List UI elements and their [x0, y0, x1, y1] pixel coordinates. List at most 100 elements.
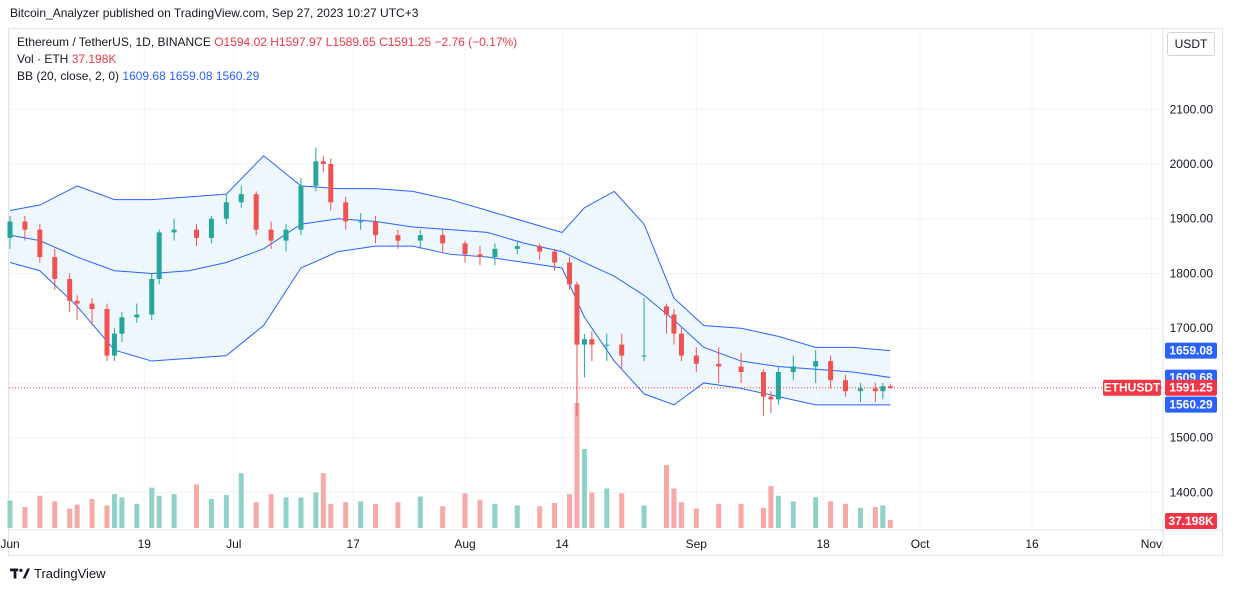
high-value: H1597.97 [270, 35, 323, 49]
candle [149, 273, 155, 320]
candle-body [477, 254, 483, 258]
candle [156, 229, 162, 285]
candle [537, 243, 543, 260]
candle [320, 155, 326, 173]
candle-body [7, 221, 13, 238]
footer: TradingView [10, 566, 106, 581]
candle-body [22, 221, 28, 230]
tag-last-price: 1591.25 [1169, 381, 1213, 395]
volume-bar [589, 492, 595, 528]
candle-body [52, 257, 58, 279]
candle-body [843, 380, 849, 392]
candle [111, 328, 117, 362]
candle [298, 177, 304, 236]
candle [619, 333, 625, 370]
volume-bar [52, 501, 58, 528]
candle [604, 333, 610, 362]
candle-body [395, 235, 401, 241]
tag-volume-bg [1165, 513, 1217, 529]
candle-body [440, 235, 446, 244]
volume-bar [567, 494, 572, 528]
candle [74, 295, 80, 320]
candle-body [74, 300, 80, 304]
x-tick-label: Jun [0, 537, 19, 551]
volume-bar [678, 502, 684, 528]
x-tick-label: Sep [686, 537, 708, 551]
candle [7, 216, 13, 249]
volume-bar [843, 503, 849, 528]
candle-body [134, 314, 140, 318]
candle-body [880, 386, 886, 392]
price-axis-tags: 1659.081609.681591.251560.29ETHUSDT37.19… [1103, 342, 1217, 529]
tag-bb-upper-bg [1165, 342, 1217, 359]
candle-body [238, 194, 244, 203]
candle-body [857, 388, 863, 392]
volume-bar [693, 508, 699, 528]
volume-bar [268, 494, 274, 528]
time-axis: Jun 19 Jul 17 Aug 14 Sep 18 Oct 16 Nov [0, 529, 1223, 551]
candle [552, 248, 558, 271]
candle-body [417, 235, 423, 241]
candle-body [574, 284, 580, 345]
candle-body [589, 339, 595, 345]
volume-bar [581, 448, 587, 528]
volume-bar [552, 503, 558, 528]
candle-body [671, 314, 677, 334]
volume-bar [790, 501, 796, 528]
volume-bar [298, 497, 304, 528]
candle [67, 273, 73, 312]
candle [462, 240, 468, 263]
volume-bar [813, 497, 819, 528]
volume-value: 37.198K [71, 52, 117, 66]
tag-bb-lower: 1560.29 [1169, 398, 1213, 412]
volume-bar [208, 498, 214, 528]
symbol-label[interactable]: Ethereum / TetherUS, 1D, BINANCE [17, 35, 211, 49]
volume-bar [283, 497, 289, 528]
candle-body [887, 386, 893, 388]
candle [775, 366, 781, 405]
volume-bars [7, 403, 893, 528]
bb-lower-line [9, 245, 891, 406]
publisher-line: Bitcoin_Analyzer published on TradingVie… [10, 6, 419, 20]
candle [887, 384, 893, 389]
volume-bar [417, 496, 423, 528]
candle-body [492, 248, 498, 258]
bb-fill [10, 155, 891, 405]
candle [417, 229, 423, 249]
candle [574, 281, 580, 416]
candle [843, 374, 849, 397]
candle [872, 382, 878, 403]
y-tick-label: 1700.00 [1170, 321, 1214, 335]
price-axis: 2100.002000.001900.001800.001700.001600.… [1162, 28, 1214, 556]
tag-symbol-bg [1103, 379, 1161, 396]
volume-bar [343, 502, 349, 528]
volume-bar [358, 501, 364, 528]
bb-upper-line [9, 155, 891, 352]
bb-lower-value: 1560.29 [215, 69, 260, 83]
currency-button[interactable]: USDT [1167, 32, 1215, 56]
volume-label[interactable]: Vol · ETH [17, 52, 69, 66]
candle-body [872, 388, 878, 392]
candle-body [775, 372, 781, 400]
candle-body [320, 161, 326, 164]
volume-bar [104, 505, 110, 528]
candle [328, 158, 334, 211]
volume-bar [872, 507, 878, 528]
volume-bar [440, 506, 446, 528]
candle-body [253, 194, 259, 230]
candle [440, 229, 446, 252]
candle-body [514, 246, 520, 249]
close-value: C1591.25 [379, 35, 432, 49]
volume-bar [768, 486, 774, 528]
tag-volume: 37.198K [1168, 514, 1214, 528]
x-tick-label: 18 [816, 537, 830, 551]
volume-bar [716, 503, 722, 528]
volume-bar [671, 488, 677, 528]
volume-bar [238, 473, 244, 528]
volume-bar [514, 505, 520, 528]
volume-bar [7, 500, 13, 528]
volume-bar [760, 507, 766, 528]
bb-label[interactable]: BB (20, close, 2, 0) [17, 69, 120, 83]
bollinger-bands [9, 155, 891, 406]
